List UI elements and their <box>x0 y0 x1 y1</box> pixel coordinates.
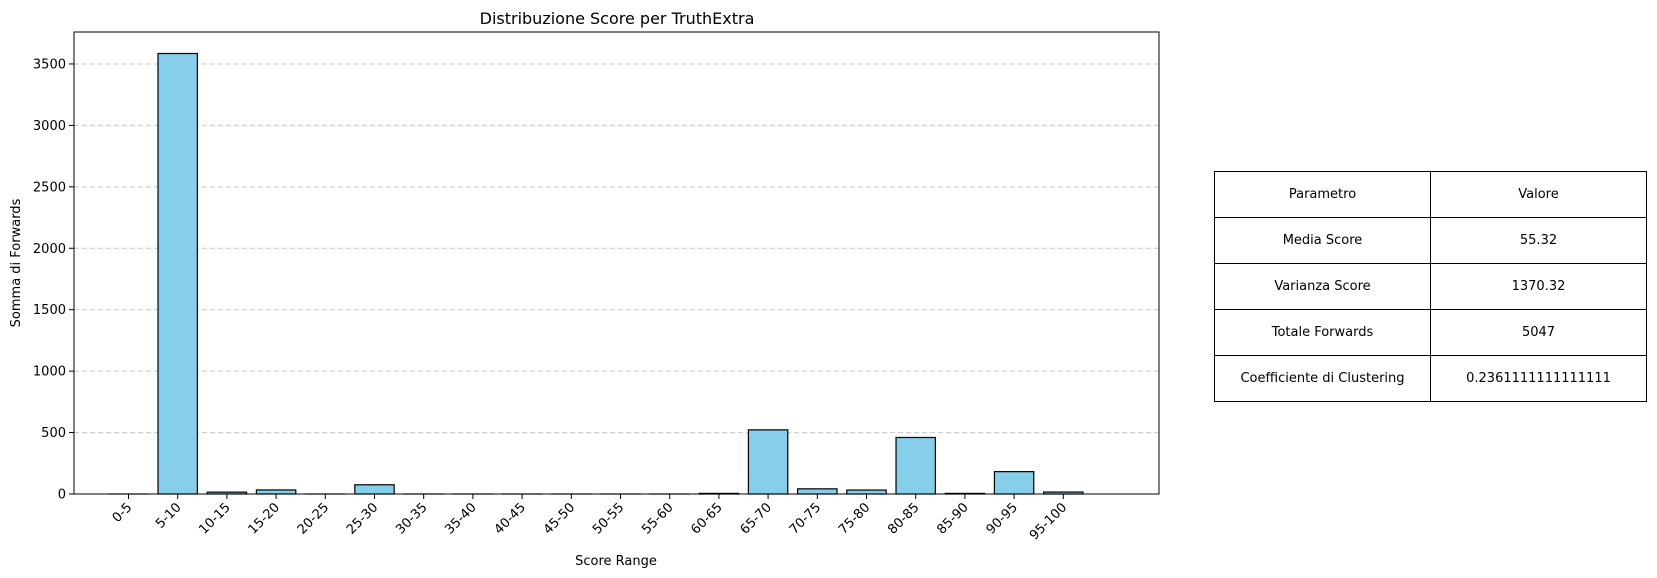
y-tick-label: 2000 <box>33 242 66 257</box>
x-tick-label: 40-45 <box>492 500 529 537</box>
table-row: Media Score 55.32 <box>1214 217 1647 264</box>
x-tick-label: 70-75 <box>787 500 824 537</box>
bar <box>747 429 789 495</box>
table-cell: 1370.32 <box>1430 263 1647 310</box>
bar <box>895 436 936 495</box>
x-tick-label: 85-90 <box>934 500 971 537</box>
table-row: Varianza Score 1370.32 <box>1214 263 1647 310</box>
bar <box>993 471 1035 495</box>
x-tick-label: 55-60 <box>639 500 676 537</box>
y-tick-label: 0 <box>58 488 66 503</box>
table-row: Totale Forwards 5047 <box>1214 309 1647 356</box>
table-row: Coefficiente di Clustering 0.23611111111… <box>1214 355 1647 402</box>
table-cell: Totale Forwards <box>1214 309 1431 356</box>
bar <box>846 489 887 495</box>
bar <box>255 489 297 495</box>
plot-frame <box>73 31 1160 495</box>
x-tick-label: 80-85 <box>885 500 922 537</box>
x-tick-label: 30-35 <box>393 500 430 537</box>
x-tick-label: 65-70 <box>738 500 775 537</box>
y-tick-label: 500 <box>41 426 66 441</box>
bar <box>157 52 198 495</box>
y-tick-label: 1000 <box>33 365 66 380</box>
y-tick-label: 3500 <box>33 57 66 72</box>
table-cell: 0.2361111111111111 <box>1430 355 1647 402</box>
y-axis-ticks: 0 500 1000 1500 2000 2500 3000 3500 <box>33 57 74 503</box>
x-tick-label: 75-80 <box>836 500 873 537</box>
table-cell: Coefficiente di Clustering <box>1214 355 1431 402</box>
chart-title: Distribuzione Score per TruthExtra <box>480 9 755 28</box>
table-header-row: Parametro Valore <box>1214 171 1647 218</box>
x-tick-label: 5-10 <box>153 500 184 531</box>
bar <box>354 484 395 495</box>
table-header-cell: Parametro <box>1214 171 1431 218</box>
y-tick-label: 3000 <box>33 119 66 134</box>
x-axis-ticks: 0-5 5-10 10-15 15-20 20-25 25-30 30-35 35-40 40-… <box>110 494 1070 543</box>
table-cell: 55.32 <box>1430 217 1647 264</box>
y-tick-label: 1500 <box>33 303 66 318</box>
x-tick-label: 45-50 <box>541 500 578 537</box>
x-tick-label: 90-95 <box>984 500 1021 537</box>
table-cell: Varianza Score <box>1214 263 1431 310</box>
stats-table: Parametro Valore Media Score 55.32 Varia… <box>1214 171 1647 402</box>
x-tick-label: 15-20 <box>246 500 283 537</box>
x-tick-label: 25-30 <box>344 500 381 537</box>
x-axis-label: Score Range <box>575 554 657 569</box>
x-tick-label: 10-15 <box>196 500 233 537</box>
x-tick-label: 50-55 <box>590 500 627 537</box>
bars <box>108 52 1084 495</box>
x-tick-label: 20-25 <box>295 500 332 537</box>
x-tick-label: 0-5 <box>110 500 136 526</box>
x-tick-label: 95-100 <box>1027 500 1070 543</box>
bar <box>797 488 838 495</box>
x-tick-label: 60-65 <box>688 500 725 537</box>
x-tick-label: 35-40 <box>442 500 479 537</box>
y-axis-label: Somma di Forwards <box>9 198 24 327</box>
y-tick-label: 2500 <box>33 180 66 195</box>
table-cell: Media Score <box>1214 217 1431 264</box>
grid-lines <box>74 63 1159 434</box>
table-header-cell: Valore <box>1430 171 1647 218</box>
table-cell: 5047 <box>1430 309 1647 356</box>
